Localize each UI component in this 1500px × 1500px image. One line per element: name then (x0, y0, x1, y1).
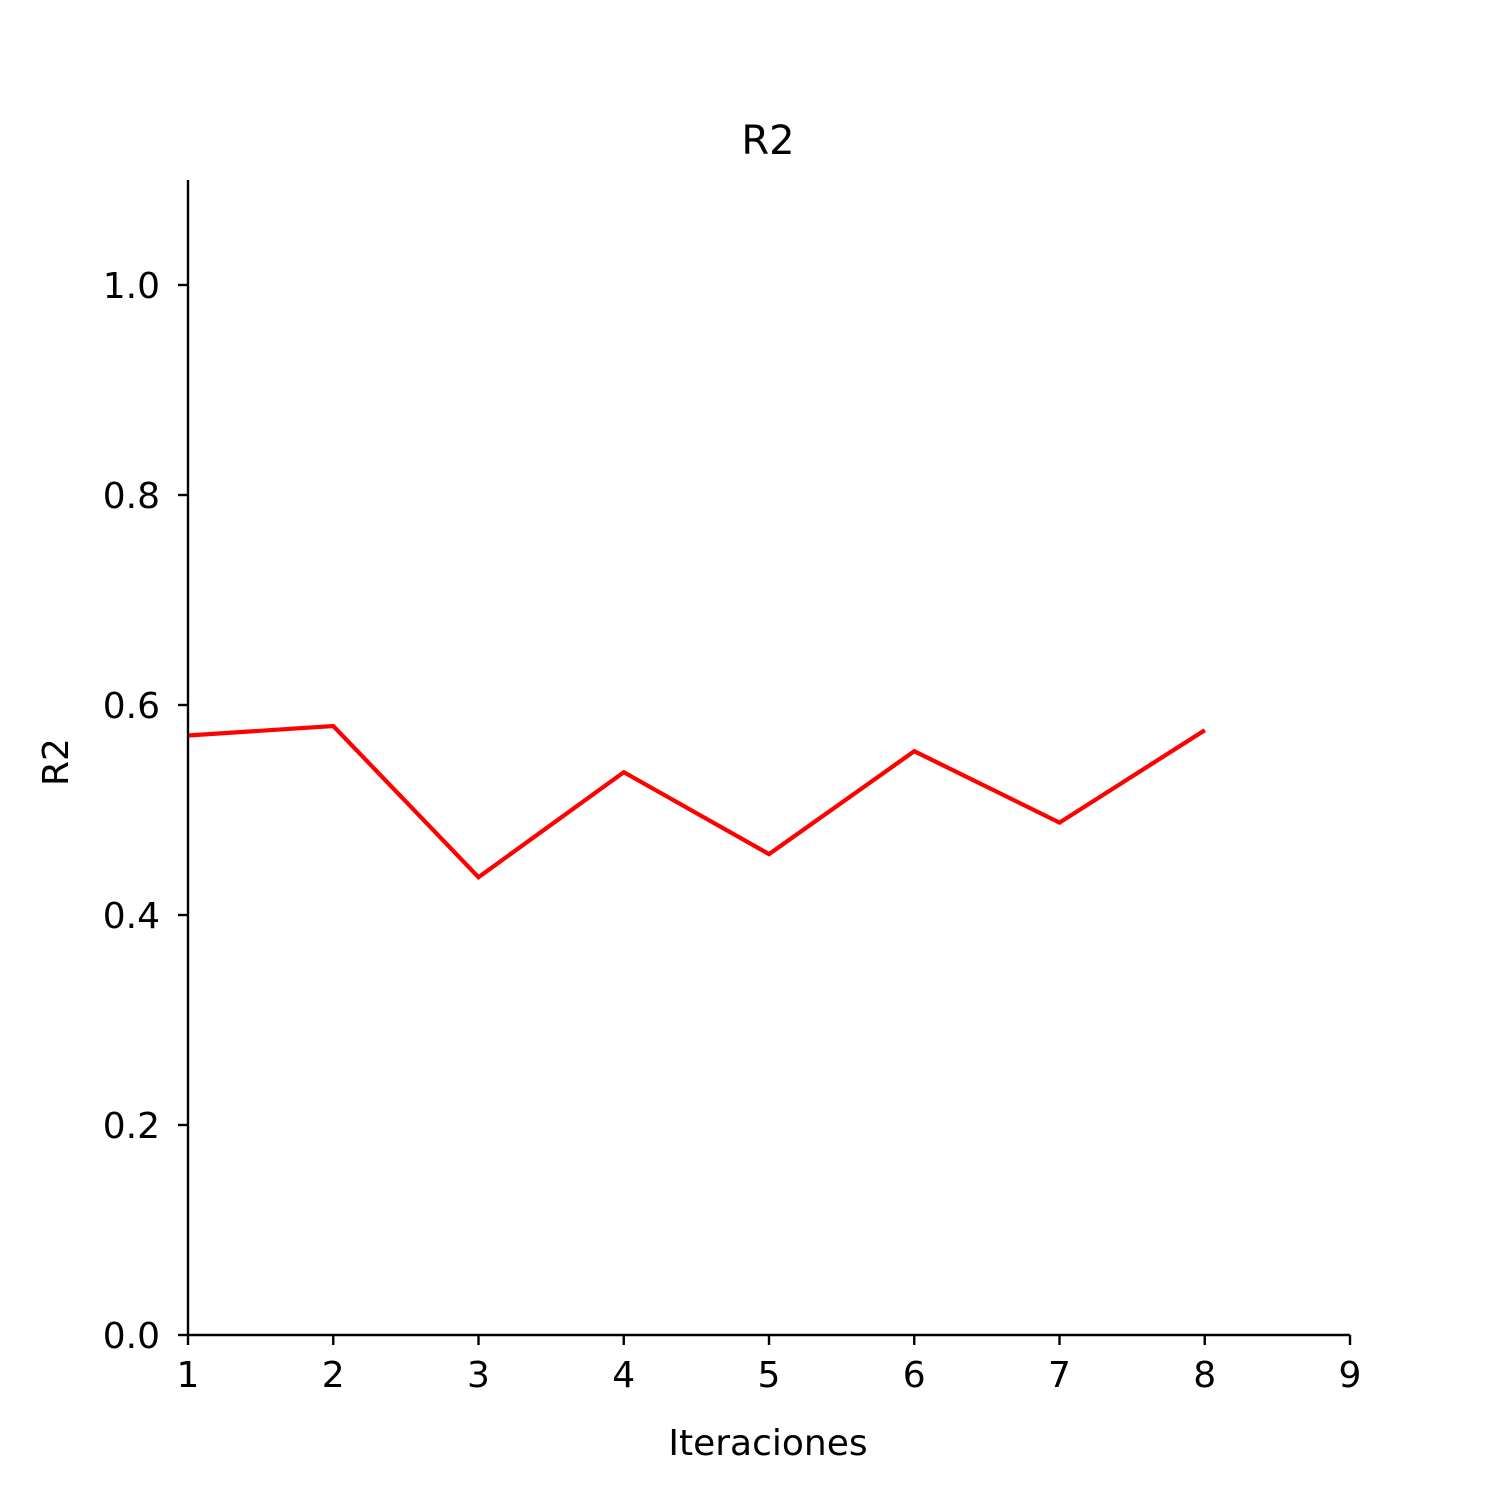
x-tick-label: 3 (467, 1355, 490, 1396)
x-tick-label: 6 (903, 1355, 926, 1396)
x-tick-label: 4 (612, 1355, 635, 1396)
x-tick-label: 1 (177, 1355, 200, 1396)
x-tick-label: 8 (1193, 1355, 1216, 1396)
y-tick-label: 0.6 (103, 686, 160, 727)
x-tick-label: 2 (322, 1355, 345, 1396)
chart-title: R2 (741, 118, 794, 164)
y-tick-label: 0.2 (103, 1106, 160, 1147)
plot-area (187, 723, 1206, 880)
y-tick-label: 0.4 (103, 896, 160, 937)
x-axis-label: Iteraciones (668, 1423, 867, 1464)
y-tick-label: 0.8 (103, 476, 160, 517)
y-tick-label: 1.0 (103, 266, 160, 307)
x-axis-ticks: 1 2 3 4 5 6 7 8 9 (177, 1335, 1362, 1396)
y-axis-ticks: 0.0 0.2 0.4 0.6 0.8 1.0 (103, 266, 188, 1357)
y-axis-label: R2 (36, 738, 77, 786)
series-line-0 (187, 723, 1206, 880)
x-tick-label: 7 (1048, 1355, 1071, 1396)
x-tick-label: 9 (1339, 1355, 1362, 1396)
y-tick-label: 0.0 (103, 1316, 160, 1357)
x-tick-label: 5 (758, 1355, 781, 1396)
